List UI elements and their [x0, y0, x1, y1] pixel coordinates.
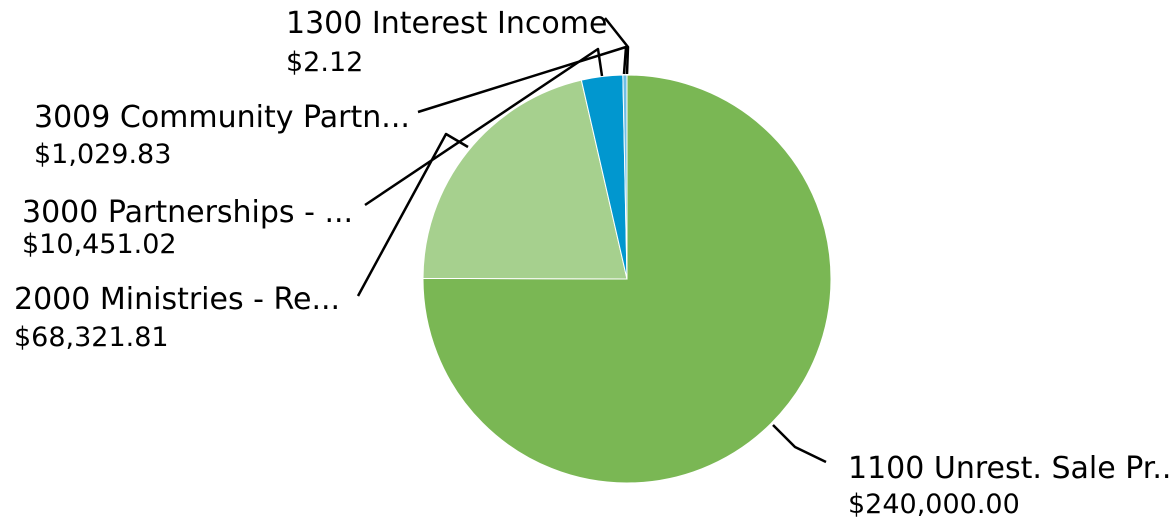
- leader-line-3000: [364, 47, 604, 207]
- slice-value-2000: $68,321.81: [14, 322, 169, 353]
- slice-label-3009: 3009 Community Partn...: [34, 100, 410, 135]
- pie-slices: [422, 74, 832, 484]
- slice-value-1300: $2.12: [286, 47, 363, 78]
- leader-line-3009: [417, 45, 628, 114]
- pie-slice-0: [422, 74, 832, 484]
- leader-lines: [356, 17, 827, 464]
- slice-labels: 1100 Unrest. Sale Pr... $240,000.00 2000…: [14, 6, 1174, 520]
- leader-line-1300: [604, 17, 630, 75]
- slice-label-1300: 1300 Interest Income: [286, 6, 607, 41]
- slice-value-1100: $240,000.00: [848, 489, 1020, 520]
- pie-slice-1: [422, 79, 628, 280]
- slice-value-3009: $1,029.83: [34, 139, 171, 170]
- slice-value-3000: $10,451.02: [22, 229, 177, 260]
- leader-line-2000: [356, 132, 469, 297]
- slice-label-3000: 3000 Partnerships - ...: [22, 195, 353, 230]
- slice-label-2000: 2000 Ministries - Re...: [14, 282, 340, 317]
- slice-label-1100: 1100 Unrest. Sale Pr...: [848, 451, 1174, 486]
- leader-line-1100: [772, 424, 827, 464]
